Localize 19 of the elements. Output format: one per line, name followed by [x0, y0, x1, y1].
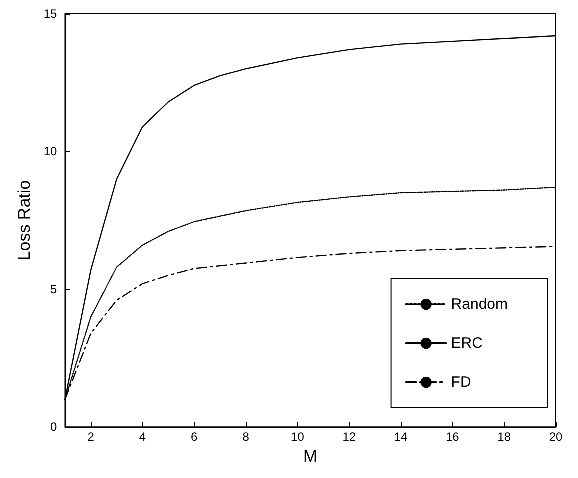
- x-tick-label: 8: [242, 430, 250, 444]
- x-tick-label: 20: [549, 430, 563, 444]
- y-tick-label: 15: [44, 7, 58, 21]
- y-tick-label: 0: [50, 420, 58, 434]
- x-tick-label: 14: [394, 430, 408, 444]
- x-tick-label: 18: [498, 430, 512, 444]
- x-axis-title: M: [304, 447, 318, 466]
- x-tick-label: 4: [139, 430, 146, 444]
- x-tick-label: 12: [342, 430, 356, 444]
- x-tick-label: 10: [291, 430, 305, 444]
- x-tick-label: 6: [191, 430, 198, 444]
- legend-label: FD: [451, 374, 472, 391]
- y-tick-label: 10: [44, 144, 58, 159]
- x-tick-label: 2: [88, 430, 95, 444]
- legend-label: ERC: [451, 335, 484, 352]
- y-axis-title: Loss Ratio: [15, 180, 34, 261]
- legend-label: Random: [451, 296, 508, 313]
- x-tick-label: 16: [446, 430, 460, 444]
- y-tick-label: 5: [50, 282, 58, 296]
